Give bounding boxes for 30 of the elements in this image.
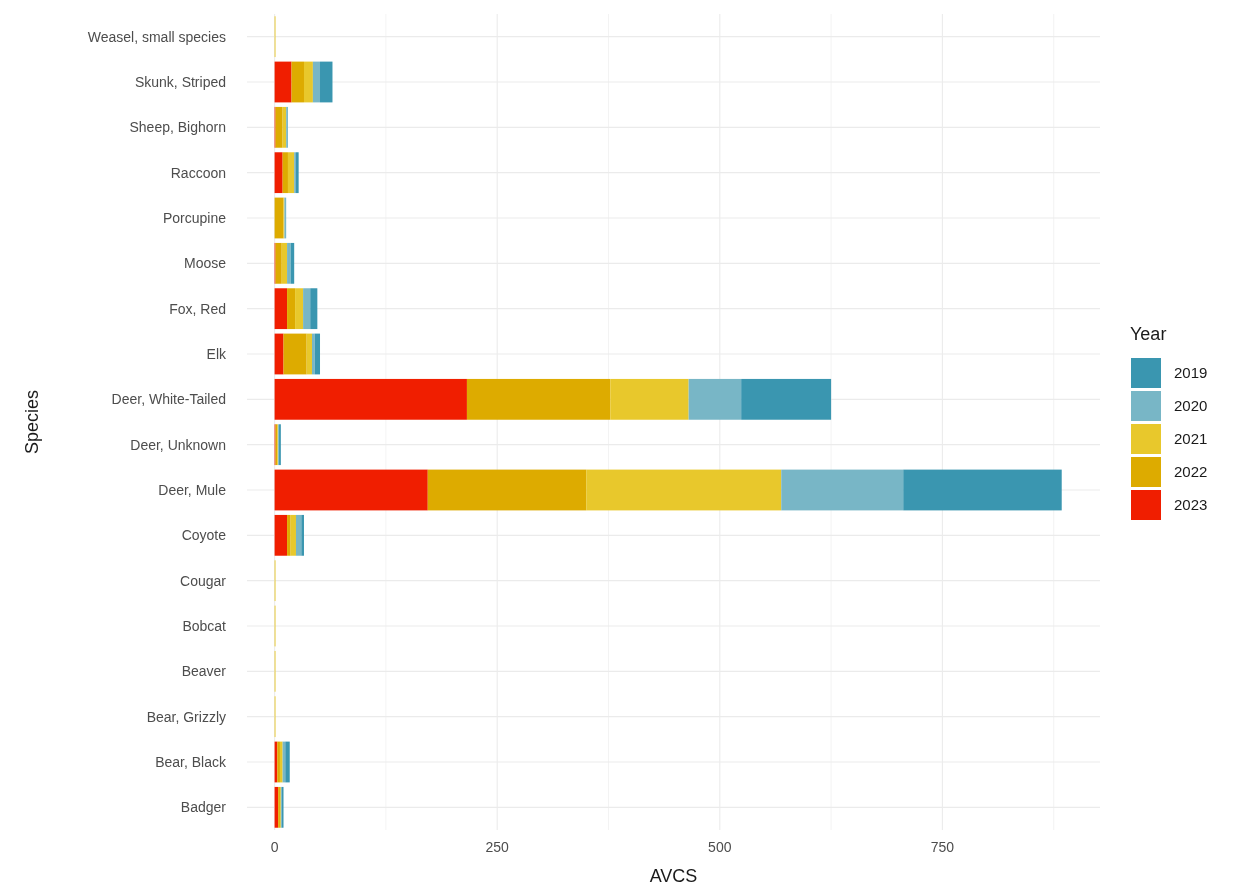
y-tick-label: Porcupine bbox=[162, 209, 227, 226]
y-tick-label: Elk bbox=[206, 345, 227, 362]
y-tick-label: Bobcat bbox=[182, 617, 227, 634]
y-tick-label: Weasel, small species bbox=[87, 28, 226, 45]
y-tick-label: Deer, White-Tailed bbox=[111, 391, 226, 408]
legend-label: 2019 bbox=[1174, 364, 1208, 382]
y-tick-label: Deer, Unknown bbox=[130, 436, 226, 453]
y-tick-label: Badger bbox=[180, 799, 227, 816]
x-tick-label: 250 bbox=[485, 839, 510, 855]
x-tick-label: 750 bbox=[930, 839, 955, 855]
y-tick-label: Cougar bbox=[180, 572, 227, 589]
y-tick-label: Bear, Black bbox=[155, 753, 227, 770]
y-tick-label: Bear, Grizzly bbox=[146, 708, 226, 725]
y-tick-label: Raccoon bbox=[170, 164, 226, 181]
y-tick-label: Coyote bbox=[181, 527, 227, 544]
legend-label: 2020 bbox=[1174, 397, 1208, 415]
legend-label: 2021 bbox=[1174, 430, 1208, 448]
legend-label: 2023 bbox=[1174, 496, 1208, 514]
x-tick-label: 500 bbox=[708, 839, 732, 855]
y-tick-label: Deer, Mule bbox=[158, 481, 227, 498]
y-tick-label: Sheep, Bighorn bbox=[129, 119, 226, 136]
y-tick-label: Moose bbox=[183, 255, 227, 272]
y-tick-label: Fox, Red bbox=[169, 300, 226, 317]
legend-label: 2022 bbox=[1174, 463, 1208, 481]
x-tick-label: 0 bbox=[270, 839, 279, 855]
y-tick-label: Beaver bbox=[181, 663, 227, 680]
y-axis-title: Species bbox=[22, 389, 42, 455]
x-axis-title: AVCS bbox=[649, 866, 698, 886]
y-tick-label: Skunk, Striped bbox=[134, 73, 226, 90]
legend-title: Year bbox=[1130, 324, 1167, 344]
